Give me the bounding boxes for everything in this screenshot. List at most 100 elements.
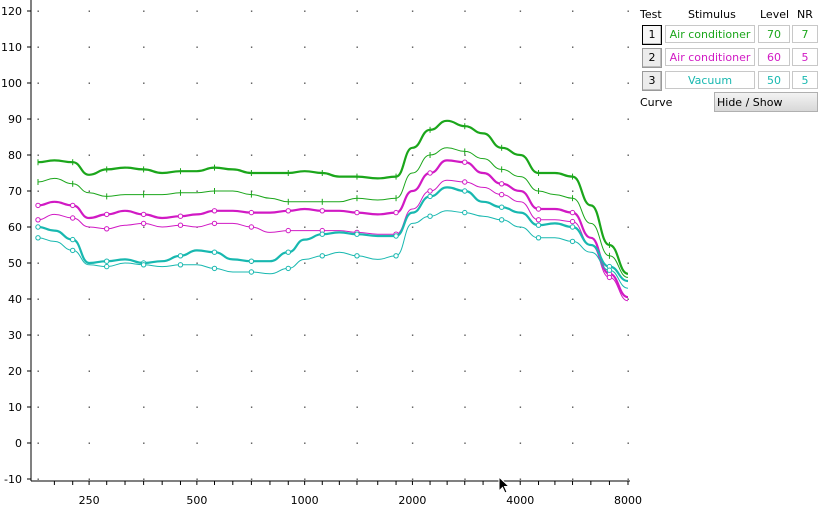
grid-dot: [250, 10, 253, 12]
grid-dot: [196, 10, 198, 12]
grid-dot: [304, 82, 306, 84]
data-point: [606, 274, 613, 281]
test-2-button[interactable]: 2: [642, 48, 662, 68]
grid-dot: [356, 370, 358, 372]
grid-dot: [411, 298, 414, 300]
y-tick-label: 80: [8, 149, 22, 162]
grid-dot: [37, 82, 39, 84]
grid-dot: [37, 46, 39, 48]
grid-dot: [519, 370, 522, 372]
series-line-1: [37, 119, 629, 275]
grid-dot: [37, 10, 39, 12]
data-point: [211, 208, 218, 214]
y-tick-label: 110: [1, 41, 22, 54]
stimulus-cell[interactable]: Air conditioner: [665, 25, 755, 43]
stimulus-cell[interactable]: Vacuum: [665, 71, 755, 89]
grid-dot: [196, 46, 198, 48]
grid-dot: [519, 334, 522, 336]
grid-dot: [37, 154, 39, 156]
grid-dot: [627, 82, 629, 84]
grid-dot: [411, 262, 414, 264]
grid-dot: [37, 118, 39, 120]
grid-dot: [356, 334, 358, 336]
grid-dot: [304, 154, 306, 156]
x-tick-label: 250: [79, 494, 100, 507]
data-point: [462, 209, 468, 216]
y-tick-label: 40: [8, 293, 22, 306]
test-1-button[interactable]: 1: [642, 25, 662, 45]
grid-dot: [143, 226, 145, 228]
level-cell[interactable]: 60: [758, 48, 790, 66]
grid-dot: [627, 478, 629, 480]
x-tick-label: 500: [186, 494, 207, 507]
grid-dot: [627, 262, 629, 264]
grid-dot: [304, 334, 306, 336]
data-point: [35, 217, 41, 223]
level-cell[interactable]: 70: [758, 25, 790, 43]
y-tick-label: 120: [1, 5, 22, 18]
data-point: [177, 213, 184, 219]
grid-dot: [627, 406, 629, 408]
x-axis-ticks: 250 500 1000 2000 4000 8000: [53, 481, 642, 507]
x-tick-label: 2000: [398, 494, 426, 507]
grid-dot: [356, 82, 358, 84]
data-point: [248, 269, 255, 275]
grid-dot: [250, 298, 253, 300]
grid-dot: [304, 406, 306, 408]
y-tick-label: -10: [4, 473, 22, 486]
nr-cell[interactable]: 7: [792, 25, 818, 43]
grid-dot: [627, 46, 629, 48]
grid-dot: [356, 10, 358, 12]
grid-dot: [143, 334, 145, 336]
data-point: [177, 253, 184, 259]
data-point: [69, 202, 76, 209]
grid-dot: [464, 262, 466, 264]
grid-dot: [411, 154, 414, 156]
grid-dot: [572, 82, 574, 84]
grid-dot: [572, 10, 574, 12]
series-line-6: [37, 210, 629, 289]
level-cell[interactable]: 50: [758, 71, 790, 89]
series-line-3: [37, 159, 629, 299]
grid-dot: [411, 82, 414, 84]
nr-cell[interactable]: 5: [792, 71, 818, 89]
grid-dot: [464, 226, 466, 228]
stimulus-cell[interactable]: Air conditioner: [665, 48, 755, 66]
grid-dot: [356, 118, 358, 120]
test-3-button[interactable]: 3: [642, 71, 662, 91]
grid-dot: [37, 406, 39, 408]
grid-dot: [356, 262, 358, 264]
grid-dot: [88, 298, 90, 300]
series-line-2: [37, 147, 629, 278]
grid-dot: [519, 298, 522, 300]
grid-dot: [464, 406, 466, 408]
y-tick-label: 90: [8, 113, 22, 126]
grid-dot: [627, 370, 629, 372]
data-point: [427, 188, 433, 194]
nr-cell[interactable]: 5: [792, 48, 818, 66]
data-point: [35, 235, 41, 241]
data-point: [393, 209, 399, 216]
grid-dot: [356, 226, 358, 228]
grid-dot: [519, 262, 522, 264]
grid-dot: [411, 370, 414, 372]
grid-dot: [411, 442, 414, 444]
grid-dot: [88, 118, 90, 120]
y-tick-label: 70: [8, 185, 22, 198]
data-point: [104, 211, 110, 218]
grid-dot: [519, 478, 522, 480]
grid-dot: [196, 82, 198, 84]
data-point: [393, 233, 399, 239]
y-axis-ticks: -10 0 10 20 30 40 50 60 70 80 90 100 110 120: [1, 5, 31, 486]
grid-dot: [464, 10, 466, 12]
grid-dot: [88, 334, 90, 336]
grid-dot: [411, 226, 414, 228]
grid-dot: [88, 478, 90, 480]
grid-dot: [196, 262, 198, 264]
hide-show-button[interactable]: Hide / Show: [714, 92, 818, 112]
grid-dot: [196, 478, 198, 480]
grid-dot: [356, 406, 358, 408]
data-point: [248, 258, 255, 264]
grid-dot: [411, 118, 414, 120]
grid-dot: [304, 46, 306, 48]
